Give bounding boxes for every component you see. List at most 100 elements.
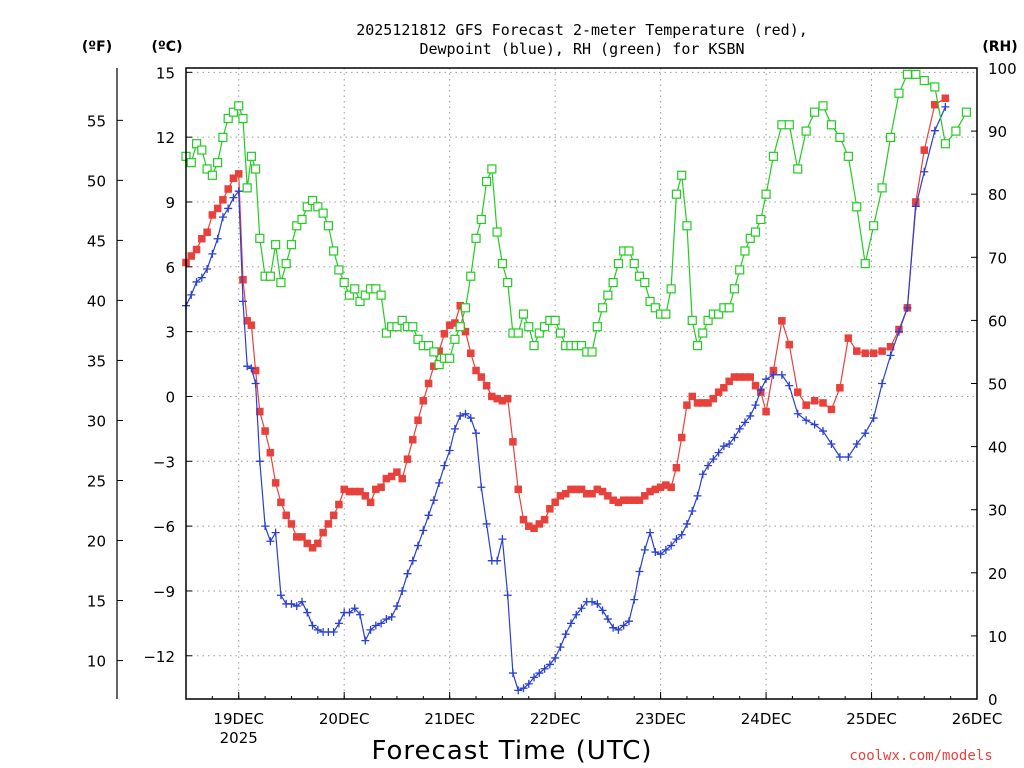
temperature-point bbox=[261, 427, 269, 435]
dewpoint-point bbox=[361, 636, 370, 645]
relative-humidity-point bbox=[313, 202, 323, 212]
temperature-point bbox=[635, 496, 644, 504]
temperature-point bbox=[778, 317, 786, 325]
x-tick-label: 19DEC bbox=[213, 710, 264, 728]
temperature-point bbox=[324, 520, 333, 528]
temperature-point bbox=[672, 464, 681, 472]
celsius-tick-label: 3 bbox=[165, 324, 175, 342]
dewpoint-point bbox=[588, 597, 597, 606]
relative-humidity-point bbox=[677, 170, 687, 180]
rh-tick-label: 10 bbox=[988, 628, 1007, 646]
relative-humidity-point bbox=[724, 303, 734, 313]
temperature-point bbox=[540, 515, 549, 524]
temperature-point bbox=[604, 492, 612, 500]
chart-title-line1: 2025121812 GFS Forecast 2-meter Temperat… bbox=[356, 21, 808, 39]
dewpoint-point bbox=[350, 604, 359, 613]
relative-humidity-point bbox=[826, 120, 837, 130]
temperature-point bbox=[203, 228, 211, 236]
temperature-point bbox=[461, 327, 470, 336]
dewpoint-point bbox=[303, 608, 312, 617]
relative-humidity-point bbox=[242, 183, 252, 193]
relative-humidity-point bbox=[429, 347, 439, 357]
relative-humidity-point bbox=[234, 101, 244, 111]
plot-frame bbox=[185, 67, 978, 700]
relative-humidity-point bbox=[218, 132, 228, 143]
dewpoint-point bbox=[266, 537, 275, 546]
rh-tick-label: 70 bbox=[988, 249, 1007, 267]
fahrenheit-tick-label: 45 bbox=[87, 232, 106, 250]
dewpoint-point bbox=[640, 545, 649, 554]
relative-humidity-point bbox=[191, 139, 202, 149]
temperature-point bbox=[802, 401, 810, 409]
relative-humidity-point bbox=[460, 303, 471, 313]
relative-humidity-point bbox=[329, 246, 339, 256]
relative-humidity-point bbox=[650, 303, 660, 313]
relative-humidity-point bbox=[698, 328, 708, 338]
rh-tick-label: 90 bbox=[988, 123, 1007, 141]
dewpoint-point bbox=[603, 615, 612, 624]
relative-humidity-point bbox=[756, 214, 766, 225]
celsius-tick-label: 12 bbox=[156, 129, 175, 147]
dewpoint-point bbox=[238, 297, 247, 306]
temperature-point bbox=[187, 252, 196, 260]
relative-humidity-point bbox=[186, 158, 196, 168]
credit-text: coolwx.com/models bbox=[849, 748, 992, 764]
dewpoint-point bbox=[287, 599, 296, 608]
dewpoint-point bbox=[456, 411, 465, 420]
dewpoint-point bbox=[630, 595, 639, 604]
fahrenheit-tick-label: 35 bbox=[87, 352, 106, 370]
relative-humidity-point bbox=[276, 277, 286, 288]
dewpoint-point bbox=[414, 541, 423, 550]
dewpoint-point bbox=[852, 440, 861, 449]
relative-humidity-point bbox=[750, 227, 761, 237]
relative-humidity-point bbox=[703, 315, 713, 325]
fahrenheit-tick-label: 20 bbox=[87, 533, 106, 551]
relative-humidity-point bbox=[408, 322, 418, 332]
dewpoint-point bbox=[524, 679, 533, 688]
dewpoint-point bbox=[519, 684, 528, 693]
relative-humidity-point bbox=[265, 271, 275, 281]
temperature-point bbox=[414, 416, 422, 424]
temperature-point bbox=[256, 407, 264, 416]
dewpoint-point bbox=[482, 519, 491, 528]
dewpoint-point bbox=[382, 615, 391, 624]
rh-tick-label: 60 bbox=[988, 312, 1007, 330]
relative-humidity-point bbox=[550, 315, 560, 325]
temperature-point bbox=[920, 146, 929, 154]
relative-humidity-point bbox=[392, 322, 402, 332]
relative-humidity-point bbox=[843, 151, 853, 161]
dewpoint-point bbox=[869, 414, 878, 423]
dewpoint-point bbox=[197, 273, 206, 282]
relative-humidity-point bbox=[397, 315, 407, 325]
dewpoint-point bbox=[635, 567, 644, 576]
temperature-point bbox=[746, 373, 754, 381]
dewpoint-point bbox=[561, 630, 570, 639]
relative-humidity-point bbox=[835, 132, 845, 143]
temperature-point bbox=[467, 349, 475, 357]
dewpoint-point bbox=[725, 440, 734, 449]
relative-humidity-point bbox=[271, 240, 281, 250]
dewpoint-point bbox=[646, 528, 655, 537]
chart-title-line2: Dewpoint (blue), RH (green) for KSBN bbox=[419, 40, 744, 58]
dewpoint-point bbox=[408, 556, 417, 565]
rh-tick-label: 100 bbox=[988, 60, 1017, 78]
relative-humidity-point bbox=[524, 322, 534, 332]
series-layer bbox=[181, 69, 972, 695]
celsius-tick-label: 0 bbox=[165, 388, 175, 406]
relative-humidity-point bbox=[207, 170, 217, 180]
x-tick-label: 23DEC bbox=[635, 710, 686, 728]
x-axis-label: Forecast Time (UTC) bbox=[371, 736, 652, 766]
relative-humidity-point bbox=[213, 158, 223, 168]
relative-humidity-point bbox=[371, 284, 381, 294]
relative-humidity-point bbox=[223, 113, 233, 124]
dewpoint-point bbox=[187, 290, 196, 299]
dewpoint-point bbox=[345, 608, 354, 617]
x-tick-label: 21DEC bbox=[424, 710, 475, 728]
axes bbox=[116, 67, 978, 700]
temperature-point bbox=[785, 340, 794, 349]
temperature-point bbox=[869, 349, 878, 357]
dewpoint-point bbox=[429, 496, 438, 505]
dewpoint-point bbox=[577, 604, 586, 613]
